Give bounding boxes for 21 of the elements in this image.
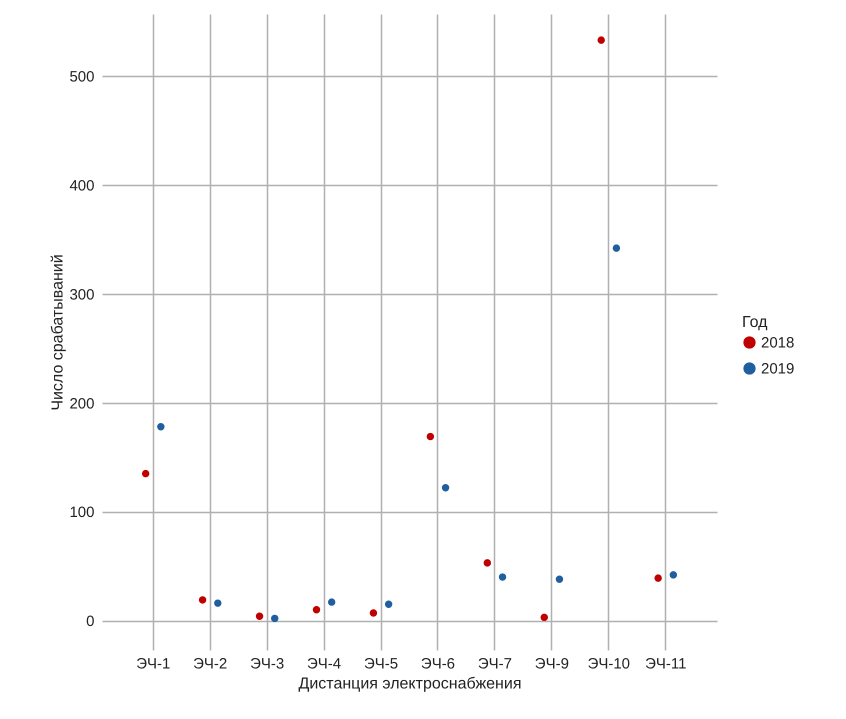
x-axis-title: Дистанция электроснабжения [298,676,522,692]
x-tick-label: ЭЧ-1 [136,656,170,672]
y-tick-label: 500 [69,68,94,86]
x-tick-label: ЭЧ-6 [420,656,456,672]
legend-label: 2019 [761,360,794,378]
x-tick-label: ЭЧ-5 [364,656,398,672]
y-tick-label: 200 [69,395,94,412]
x-tick-label: ЭЧ-7 [478,656,512,672]
y-axis-title: Число срабатываний [49,254,66,411]
y-tick-label: 0 [86,613,94,630]
legend-title: Год [742,314,768,331]
x-tick-label: ЭЧ-11 [645,656,686,672]
x-tick-label: ЭЧ-4 [307,656,342,672]
y-tick-label: 100 [69,504,94,522]
y-tick-label: 300 [69,286,94,304]
x-tick-label: ЭЧ-2 [193,656,228,672]
x-tick-label: ЭЧ-9 [534,656,569,672]
x-tick-label: ЭЧ-10 [588,656,630,672]
y-tick-label: 400 [69,177,94,194]
legend-label: 2018 [761,334,794,352]
x-tick-label: ЭЧ-3 [250,656,284,672]
